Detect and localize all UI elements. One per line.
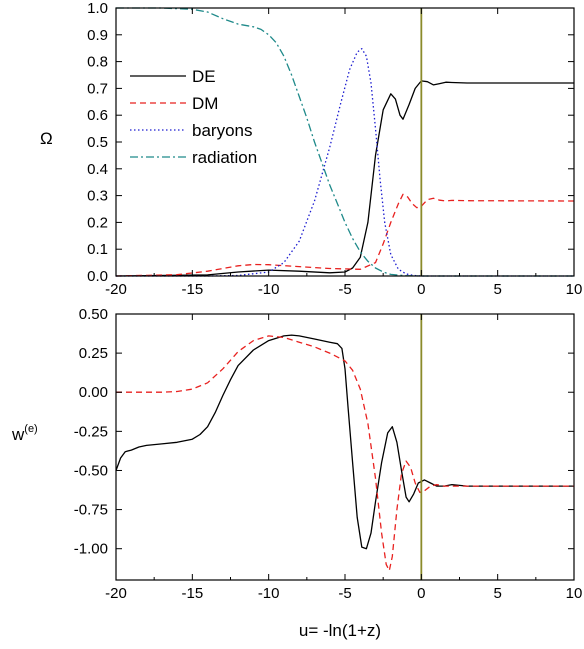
legend-label-de: DE [192,67,216,86]
eos-x-axis-label: u= -ln(1+z) [299,621,381,640]
omega-y-tick-label: 0.6 [87,107,108,124]
eos-x-tick-label: -5 [338,585,351,602]
eos-series-lines [115,334,574,572]
omega-series-dm [115,193,575,277]
omega-y-tick-label: 0.2 [87,214,108,231]
eos-y-tick-label: -1.00 [74,541,108,558]
eos-x-tick-label: -20 [105,585,127,602]
eos-series-dm [116,335,574,572]
eos-x-tick-label: 10 [566,585,583,602]
eos-y-tick-label: -0.75 [74,502,108,519]
omega-plot-frame [115,7,575,277]
legend-label-baryons: baryons [192,121,252,140]
eos-y-axis-label-superscript: (e) [24,423,37,435]
eos-series-de [115,334,574,550]
omega-x-tick-label: -15 [181,281,203,298]
eos-y-tick-label: -0.50 [74,462,108,479]
omega-y-tick-label: 0.0 [87,268,108,285]
omega-x-tick-label: 0 [417,281,425,298]
omega-x-tick-label: 10 [566,281,583,298]
omega-series-radiation [116,7,574,277]
omega-legend: DE DM baryons radiation [130,67,257,167]
omega-x-tick-label: -10 [258,281,280,298]
omega-y-tick-label: 0.7 [87,80,108,97]
omega-x-axis: -20 -15 -10 -5 0 5 10 [105,8,582,298]
eos-y-tick-label: 0.00 [79,384,108,401]
eos-x-tick-label: -15 [181,585,203,602]
eos-y-tick-label: -0.25 [74,423,108,440]
omega-x-tick-label: -20 [105,281,127,298]
legend-item-de: DE [130,67,216,86]
omega-y-tick-label: 0.8 [87,54,108,71]
legend-item-dm: DM [130,94,218,113]
omega-y-tick-label: 0.5 [87,134,108,151]
eos-y-axis: 0.50 0.25 0.00 -0.25 -0.50 -0.75 -1.00 [74,306,574,558]
omega-x-tick-label: -5 [338,281,351,298]
eos-x-tick-label: 5 [493,585,501,602]
eos-x-tick-label: 0 [417,585,425,602]
eos-x-tick-label: -10 [258,585,280,602]
omega-y-tick-label: 0.3 [87,188,108,205]
eos-plot-frame [115,313,575,581]
legend-item-radiation: radiation [130,148,257,167]
omega-y-tick-label: 0.1 [87,241,108,258]
omega-series-lines [115,7,575,277]
eos-y-axis-label: w(e) [11,423,38,444]
legend-label-radiation: radiation [192,148,257,167]
omega-series-baryons [116,48,574,277]
eos-y-tick-label: 0.25 [79,345,108,362]
omega-y-tick-label: 1.0 [87,0,108,17]
omega-x-tick-label: 5 [493,281,501,298]
legend-label-dm: DM [192,94,218,113]
omega-series-de [115,80,574,277]
eos-y-tick-label: 0.50 [79,306,108,323]
omega-panel: -20 -15 -10 -5 0 5 10 0.0 0.1 0.2 0.3 0.4 0.5 0.6 0.7… [40,0,582,298]
omega-y-tick-label: 0.4 [87,161,108,178]
legend-item-baryons: baryons [130,121,252,140]
omega-y-axis: 0.0 0.1 0.2 0.3 0.4 0.5 0.6 0.7 0.8 0.9 1.0 [87,0,574,285]
omega-y-tick-label: 0.9 [87,27,108,44]
omega-y-axis-label: Ω [40,129,53,148]
eos-panel: -20 -15 -10 -5 0 5 10 0.50 0.25 0.00 -0.25 -0.50 -0… [11,306,582,640]
eos-y-axis-label-base: w [11,425,25,444]
eos-x-axis: -20 -15 -10 -5 0 5 10 [105,314,582,602]
